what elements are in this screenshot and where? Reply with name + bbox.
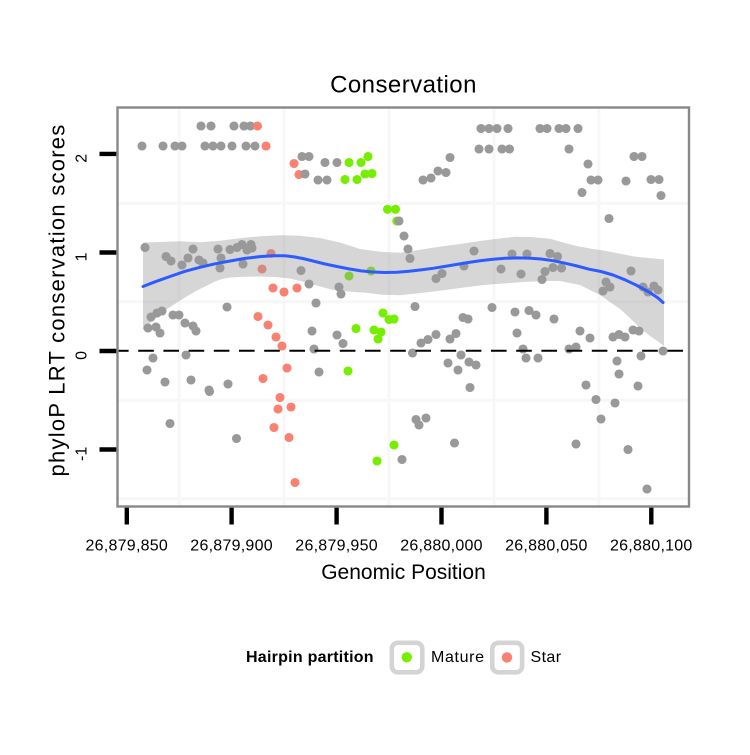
svg-text:-1: -1 — [74, 447, 91, 461]
svg-text:1: 1 — [74, 252, 91, 261]
svg-text:26,879,850: 26,879,850 — [86, 538, 169, 555]
svg-text:Conservation: Conservation — [330, 72, 477, 99]
svg-text:0: 0 — [74, 351, 91, 360]
svg-text:Hairpin partition: Hairpin partition — [246, 649, 374, 666]
svg-text:26,880,100: 26,880,100 — [610, 538, 693, 555]
svg-text:Mature: Mature — [431, 649, 485, 666]
svg-text:phyloP LRT conservation scores: phyloP LRT conservation scores — [45, 123, 70, 476]
svg-text:2: 2 — [74, 154, 91, 163]
svg-text:Genomic Position: Genomic Position — [321, 561, 486, 584]
svg-text:26,880,050: 26,880,050 — [505, 538, 588, 555]
svg-text:26,880,000: 26,880,000 — [400, 538, 483, 555]
svg-text:Star: Star — [531, 649, 562, 666]
svg-text:26,879,950: 26,879,950 — [295, 538, 378, 555]
svg-text:26,879,900: 26,879,900 — [190, 538, 273, 555]
